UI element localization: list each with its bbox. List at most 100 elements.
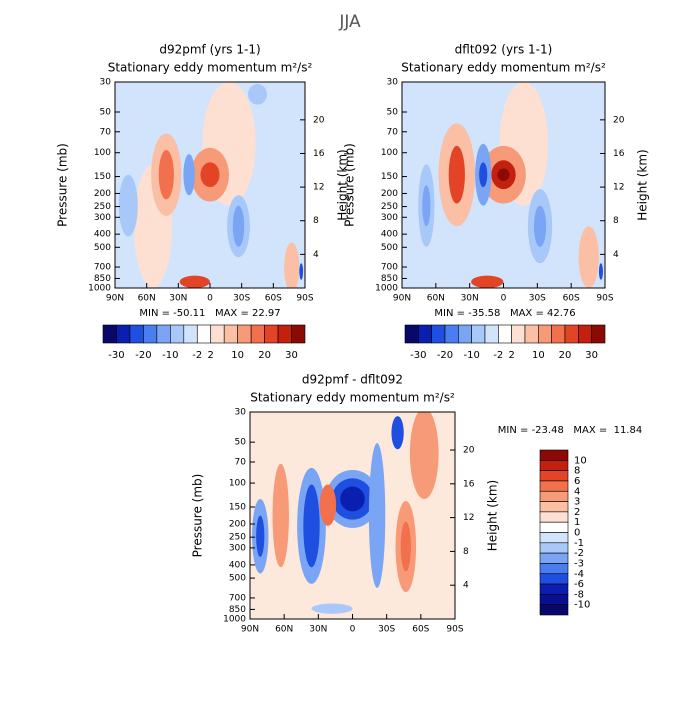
- colorbar-label: -30: [410, 350, 426, 361]
- x-tick-label: 60N: [427, 294, 445, 304]
- colorbar-box: [564, 324, 579, 344]
- y-tick-label: 200: [94, 189, 111, 199]
- colorbar-box: [444, 324, 459, 344]
- y-tick-label: 70: [100, 127, 112, 137]
- contour-region: [578, 226, 599, 288]
- colorbar-label: 10: [574, 455, 587, 466]
- contour-region: [183, 154, 195, 196]
- y-tick-label: 700: [94, 263, 111, 273]
- y2-tick-label: 12: [313, 183, 324, 193]
- colorbar-label: -2: [192, 350, 202, 361]
- min-max: MIN = -23.48 MAX = 11.84: [498, 425, 642, 436]
- colorbar-box: [471, 324, 486, 344]
- colorbar-box: [539, 501, 569, 513]
- x-tick-label: 30S: [378, 625, 395, 635]
- y-tick-label: 50: [387, 108, 399, 118]
- contour-region: [598, 263, 603, 280]
- y2-tick-label: 8: [613, 216, 619, 226]
- contour-region: [311, 603, 353, 614]
- colorbar-label: 10: [532, 350, 545, 361]
- y-tick-label: 400: [94, 230, 111, 240]
- y-tick-label: 70: [235, 458, 247, 468]
- contour-region: [248, 84, 267, 105]
- y-tick-label: 850: [94, 274, 111, 284]
- contour-region: [391, 416, 404, 450]
- contour-region: [319, 484, 337, 526]
- x-tick-label: 0: [350, 625, 356, 635]
- x-tick-label: 30N: [461, 294, 479, 304]
- contour-region: [284, 242, 300, 288]
- colorbar-label: 2: [508, 350, 514, 361]
- colorbar-box: [539, 573, 569, 585]
- colorbar-box: [458, 324, 472, 344]
- y-tick-label: 30: [235, 408, 247, 418]
- y-tick-label: 1000: [223, 615, 246, 625]
- y2-tick-label: 8: [313, 216, 319, 226]
- y-tick-label: 50: [235, 438, 247, 448]
- contour-region: [200, 162, 220, 188]
- colorbar-box: [116, 324, 131, 344]
- colorbar-box: [539, 532, 569, 544]
- y2-tick-label: 4: [313, 250, 319, 260]
- colorbar-box: [156, 324, 171, 344]
- x-tick-label: 0: [207, 294, 213, 304]
- y-tick-label: 100: [229, 479, 246, 489]
- colorbar-label: -10: [162, 350, 178, 361]
- colorbar-label: 4: [574, 486, 580, 497]
- y-axis-label: Pressure (mb): [343, 143, 357, 227]
- colorbar-box: [539, 511, 569, 523]
- y-tick-label: 100: [94, 148, 111, 158]
- panel-subtitle: Stationary eddy momentum m²/s²: [250, 391, 455, 405]
- x-tick-label: 60S: [265, 294, 282, 304]
- y2-axis-label: Height (km): [636, 149, 650, 220]
- contour-region: [340, 486, 365, 512]
- colorbar-box: [170, 324, 185, 344]
- colorbar-box: [539, 480, 569, 492]
- y2-axis-label: Height (km): [336, 149, 350, 220]
- y-tick-label: 500: [94, 243, 111, 253]
- colorbar-box: [484, 324, 499, 344]
- colorbar-box: [196, 324, 212, 344]
- colorbar-box: [539, 604, 569, 616]
- contour-region: [533, 205, 547, 247]
- x-tick-label: 60S: [563, 294, 580, 304]
- colorbar-label: 10: [231, 350, 244, 361]
- y-tick-label: 50: [100, 108, 112, 118]
- y-tick-label: 400: [229, 560, 246, 570]
- y-tick-label: 150: [229, 503, 246, 513]
- y-tick-label: 700: [229, 593, 246, 603]
- y2-axis-label: Height (km): [486, 480, 500, 551]
- colorbar-box: [431, 324, 446, 344]
- contour-region: [471, 275, 504, 288]
- y-tick-label: 150: [94, 172, 111, 182]
- colorbar-label: 2: [574, 507, 580, 518]
- colorbar-label: 6: [574, 476, 580, 487]
- colorbar-box: [291, 324, 306, 344]
- contour-region: [448, 145, 465, 204]
- y2-tick-label: 20: [463, 446, 475, 456]
- colorbar-box: [223, 324, 238, 344]
- colorbar-label: -20: [135, 350, 151, 361]
- colorbar-label: 20: [258, 350, 271, 361]
- colorbar-label: 30: [585, 350, 598, 361]
- colorbar-box: [539, 470, 569, 482]
- colorbar-label: -2: [574, 548, 584, 559]
- colorbar-box: [183, 324, 198, 344]
- colorbar-box: [250, 324, 265, 344]
- y-tick-label: 300: [94, 213, 111, 223]
- y2-tick-label: 20: [613, 115, 625, 125]
- x-tick-label: 60N: [275, 625, 293, 635]
- colorbar-box: [591, 324, 606, 344]
- y-tick-label: 100: [381, 148, 398, 158]
- x-tick-label: 90N: [393, 294, 411, 304]
- colorbar-label: -2: [493, 350, 503, 361]
- y-tick-label: 250: [94, 202, 111, 212]
- y2-tick-label: 12: [613, 183, 624, 193]
- x-tick-label: 60N: [138, 294, 156, 304]
- contour-region: [479, 162, 488, 188]
- colorbar-box: [404, 324, 419, 344]
- y2-tick-label: 4: [613, 250, 619, 260]
- panel-title: dflt092 (yrs 1-1): [455, 43, 553, 57]
- colorbar-label: 20: [559, 350, 572, 361]
